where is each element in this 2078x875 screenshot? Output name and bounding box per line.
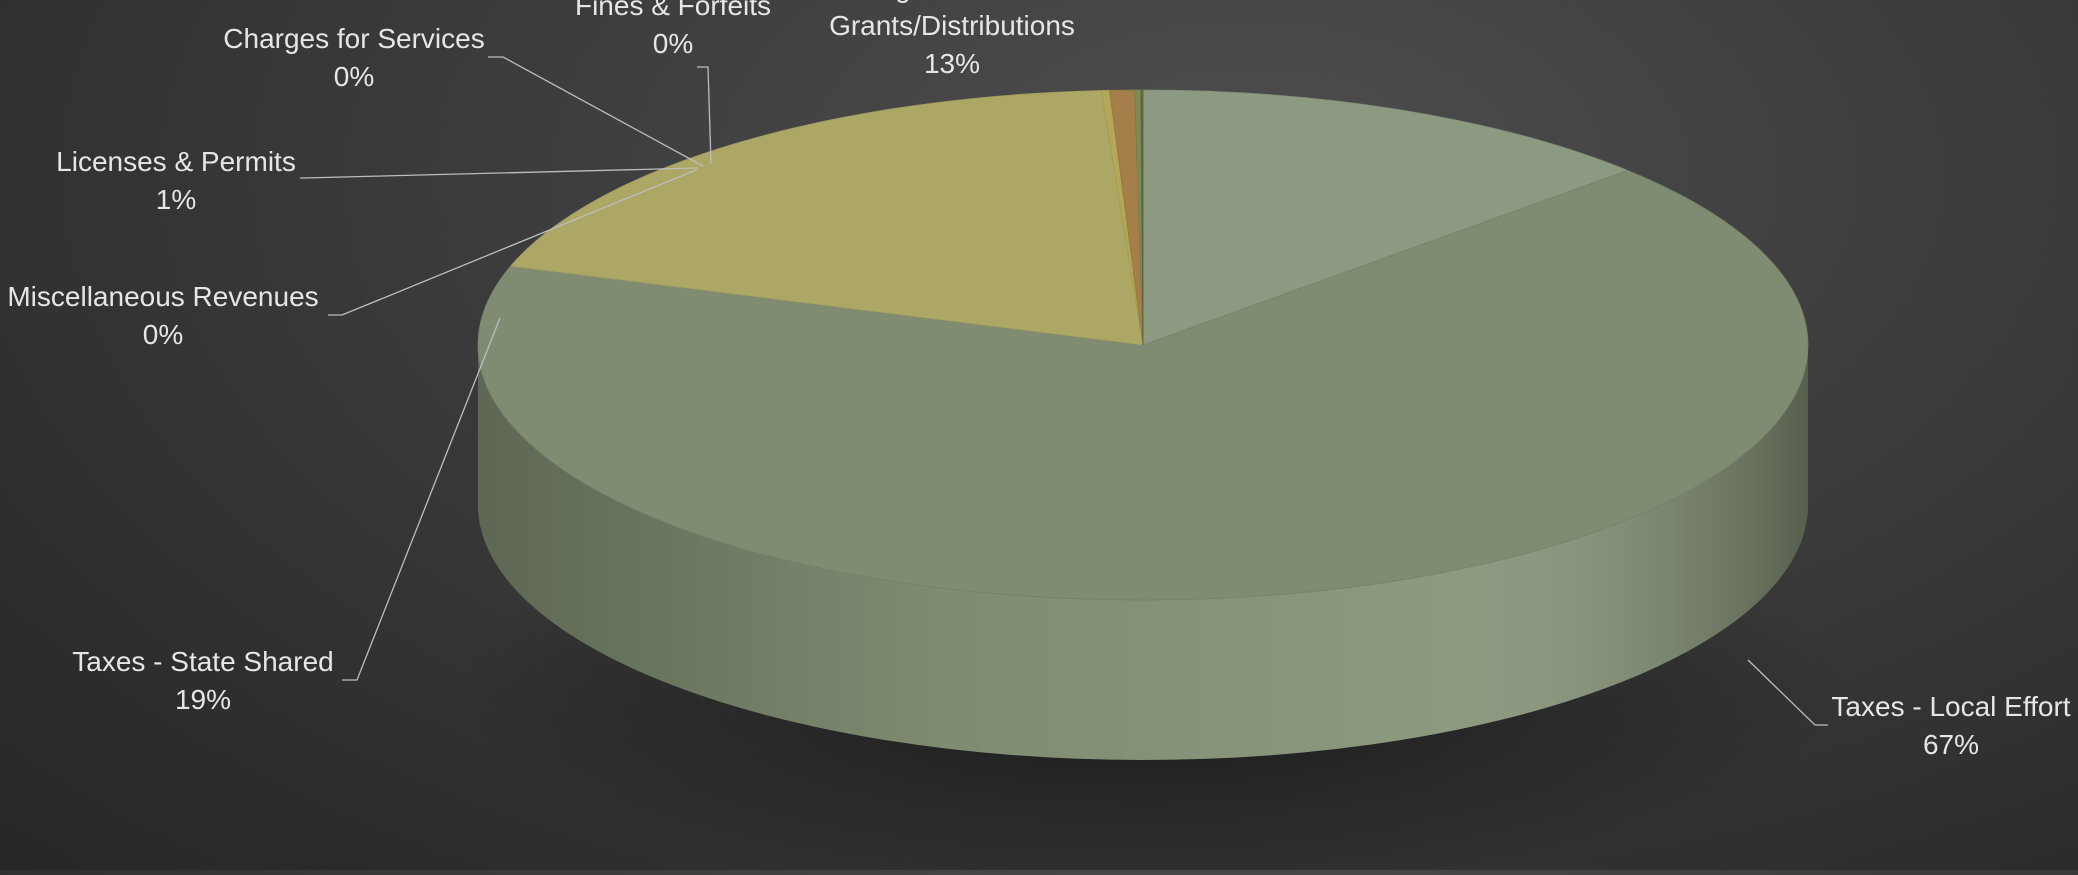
leader-line-fines-forfeits — [697, 67, 711, 164]
slice-label-miscellaneous-revenues: Miscellaneous Revenues — [7, 281, 318, 312]
slice-percent-intergovernmental-grants-distributions: 13% — [924, 48, 980, 79]
leader-line-licenses-permits — [300, 168, 698, 178]
leader-line-charges-for-services — [488, 57, 703, 166]
slice-percent-charges-for-services: 0% — [334, 61, 374, 92]
slice-percent-licenses-permits: 1% — [156, 184, 196, 215]
slice-label-licenses-permits: Licenses & Permits — [56, 146, 296, 177]
leader-line-taxes-state-shared — [342, 318, 500, 680]
slice-label-intergovernmental-grants-distributions-line-1: Intergovernmental — [839, 0, 1065, 3]
slice-percent-taxes-state-shared: 19% — [175, 684, 231, 715]
pie-top — [478, 90, 1808, 600]
slice-label-taxes-state-shared: Taxes - State Shared — [72, 646, 333, 677]
slice-label-intergovernmental-grants-distributions-line-2: Grants/Distributions — [829, 10, 1075, 41]
slice-percent-miscellaneous-revenues: 0% — [143, 319, 183, 350]
slice-label-fines-forfeits: Fines & Forfeits — [575, 0, 771, 21]
slice-percent-fines-forfeits: 0% — [653, 28, 693, 59]
slice-percent-taxes-local-effort: 67% — [1923, 729, 1979, 760]
slice-label-charges-for-services: Charges for Services — [223, 23, 484, 54]
slice-label-taxes-local-effort: Taxes - Local Effort — [1831, 691, 2070, 722]
